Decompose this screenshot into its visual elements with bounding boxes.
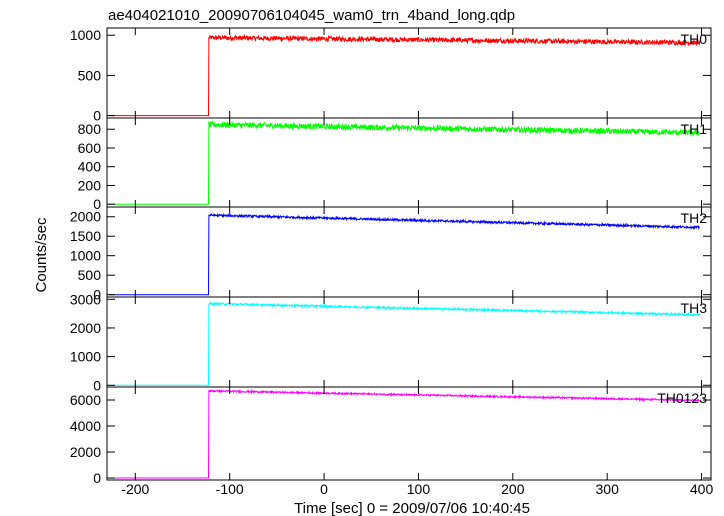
- y-tick-label: 600: [78, 140, 102, 156]
- series-line-th2: [108, 212, 700, 296]
- y-tick-label: 1000: [70, 248, 101, 264]
- panel-frame-th3: [106, 296, 712, 388]
- y-tick-label: 2000: [70, 320, 101, 336]
- y-tick-label: 1000: [70, 27, 101, 43]
- y-tick-label: 0: [93, 470, 101, 486]
- x-tick-label: -200: [121, 481, 149, 497]
- chart-title: ae404021010_20090706104045_wam0_trn_4ban…: [108, 7, 515, 24]
- y-axis-label: Counts/sec: [33, 217, 50, 293]
- y-tick-label: 1500: [70, 228, 101, 244]
- series-line-th3: [108, 301, 701, 386]
- y-tick-label: 800: [78, 121, 102, 137]
- x-tick-label: 100: [407, 481, 431, 497]
- series-label-th0: TH0: [681, 31, 708, 47]
- series-line-th0: [108, 33, 701, 117]
- x-tick-label: 200: [501, 481, 525, 497]
- y-tick-label: 400: [78, 159, 102, 175]
- series-label-th3: TH3: [681, 300, 708, 316]
- panel-frame-th0123: [106, 386, 712, 481]
- y-tick-label: 1000: [70, 349, 101, 365]
- series-label-th1: TH1: [681, 121, 708, 137]
- y-tick-label: 200: [78, 177, 102, 193]
- y-tick-label: 0: [93, 108, 101, 124]
- x-tick-label: 0: [320, 481, 328, 497]
- series-line-th1: [108, 120, 701, 205]
- y-tick-label: 0: [93, 287, 101, 303]
- series-label-th2: TH2: [681, 210, 708, 226]
- y-tick-label: 0: [93, 196, 101, 212]
- y-tick-label: 500: [78, 67, 102, 83]
- y-tick-label: 2000: [70, 444, 101, 460]
- y-tick-label: 3000: [70, 291, 101, 307]
- x-axis-label: Time [sec] 0 = 2009/07/06 10:40:45: [294, 500, 530, 516]
- y-tick-label: 0: [93, 377, 101, 393]
- x-tick-label: 400: [690, 481, 714, 497]
- y-tick-label: 500: [78, 267, 102, 283]
- y-tick-label: 6000: [70, 392, 101, 408]
- y-tick-label: 4000: [70, 418, 101, 434]
- series-label-th0123: TH0123: [657, 390, 707, 406]
- y-tick-label: 2000: [70, 209, 101, 225]
- series-line-th0123: [108, 388, 701, 479]
- x-tick-label: 300: [596, 481, 620, 497]
- x-tick-label: -100: [216, 481, 244, 497]
